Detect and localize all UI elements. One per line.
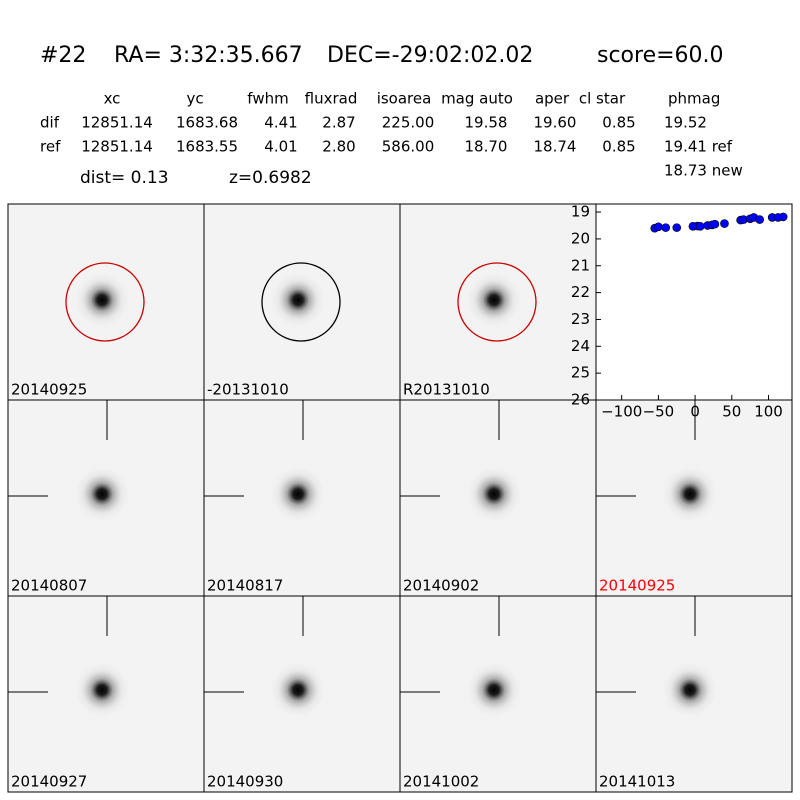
column-header: fwhm — [247, 90, 288, 108]
stamp-label: 20140807 — [11, 577, 87, 595]
stamp-label: 20140925 — [599, 577, 675, 595]
column-header: phmag — [668, 90, 720, 108]
table-cell: 586.00 — [382, 138, 435, 156]
source — [466, 466, 522, 522]
column-header: yc — [186, 90, 203, 108]
data-point — [654, 222, 663, 232]
x-tick-label: −50 — [643, 403, 675, 421]
ra: RA= 3:32:35.667 — [114, 43, 303, 68]
stamp-label: 20140902 — [403, 577, 479, 595]
y-tick-label: 24 — [571, 337, 590, 355]
y-tick-label: 21 — [571, 256, 590, 274]
table-cell: 1683.55 — [176, 138, 238, 156]
source — [74, 662, 130, 718]
row-label: ref — [40, 138, 61, 156]
y-tick-label: 25 — [571, 364, 590, 382]
column-header: cl star — [579, 90, 626, 108]
aperture — [457, 262, 537, 342]
data-point — [755, 215, 765, 224]
data-point — [661, 223, 671, 232]
x-tick-label: 0 — [690, 403, 700, 421]
source — [270, 466, 326, 522]
y-tick-label: 19 — [571, 203, 590, 221]
redshift: z=0.6982 — [229, 168, 312, 188]
y-tick-label: 26 — [571, 391, 590, 409]
table-cell: 0.85 — [602, 114, 635, 132]
table-cell: 19.60 — [534, 114, 577, 132]
dist: dist= 0.13 — [80, 168, 169, 188]
table-cell: 12851.14 — [81, 114, 153, 132]
table-cell: 19.41 ref — [664, 138, 733, 156]
table-cell: 225.00 — [382, 114, 435, 132]
score: score=60.0 — [597, 43, 724, 68]
source — [466, 662, 522, 718]
data-point — [672, 223, 682, 232]
aperture — [65, 262, 145, 342]
candidate-id: #22 — [40, 43, 86, 68]
stamp-label: 20140927 — [11, 773, 87, 791]
stamp-label: 20140930 — [207, 773, 283, 791]
y-tick-label: 20 — [571, 229, 590, 247]
table-cell: 2.80 — [322, 138, 355, 156]
table-cell: 19.52 — [664, 114, 707, 132]
table-cell: 2.87 — [322, 114, 355, 132]
source — [466, 272, 522, 328]
table-cell: 4.01 — [264, 138, 297, 156]
stamp-label: 20141002 — [403, 773, 479, 791]
table-cell: 4.41 — [264, 114, 297, 132]
data-point — [710, 219, 720, 229]
source — [74, 272, 130, 328]
x-tick-label: 100 — [754, 403, 783, 421]
source — [270, 272, 326, 328]
source — [662, 466, 718, 522]
stamp-label: R20131010 — [403, 381, 490, 399]
x-tick-label: 50 — [722, 403, 741, 421]
row-label: dif — [40, 114, 60, 132]
table-cell: 1683.68 — [176, 114, 238, 132]
stamp-label: -20131010 — [207, 381, 289, 399]
x-tick-label: −100 — [601, 403, 642, 421]
dec: DEC=-29:02:02.02 — [327, 43, 533, 68]
data-point — [695, 221, 705, 231]
data-point — [778, 212, 788, 222]
table-cell: 18.74 — [534, 138, 577, 156]
table-cell: 0.85 — [602, 138, 635, 156]
source — [74, 466, 130, 522]
column-header: xc — [104, 90, 121, 108]
source — [662, 662, 718, 718]
y-tick-label: 23 — [571, 310, 590, 328]
column-header: aper — [535, 90, 570, 108]
table-note: 18.73 new — [664, 162, 743, 180]
stamp-label: 20141013 — [599, 773, 675, 791]
y-tick-label: 22 — [571, 283, 590, 301]
table-cell: 12851.14 — [81, 138, 153, 156]
source — [270, 662, 326, 718]
table-cell: 18.70 — [465, 138, 508, 156]
table-cell: 19.58 — [465, 114, 508, 132]
stamp-label: 20140817 — [207, 577, 283, 595]
data-point — [720, 219, 729, 228]
plot-area — [595, 203, 793, 401]
aperture — [261, 262, 341, 342]
column-header: fluxrad — [305, 90, 358, 108]
column-header: isoarea — [377, 90, 432, 108]
column-header: mag auto — [441, 90, 513, 108]
stamp-label: 20140925 — [11, 381, 87, 399]
